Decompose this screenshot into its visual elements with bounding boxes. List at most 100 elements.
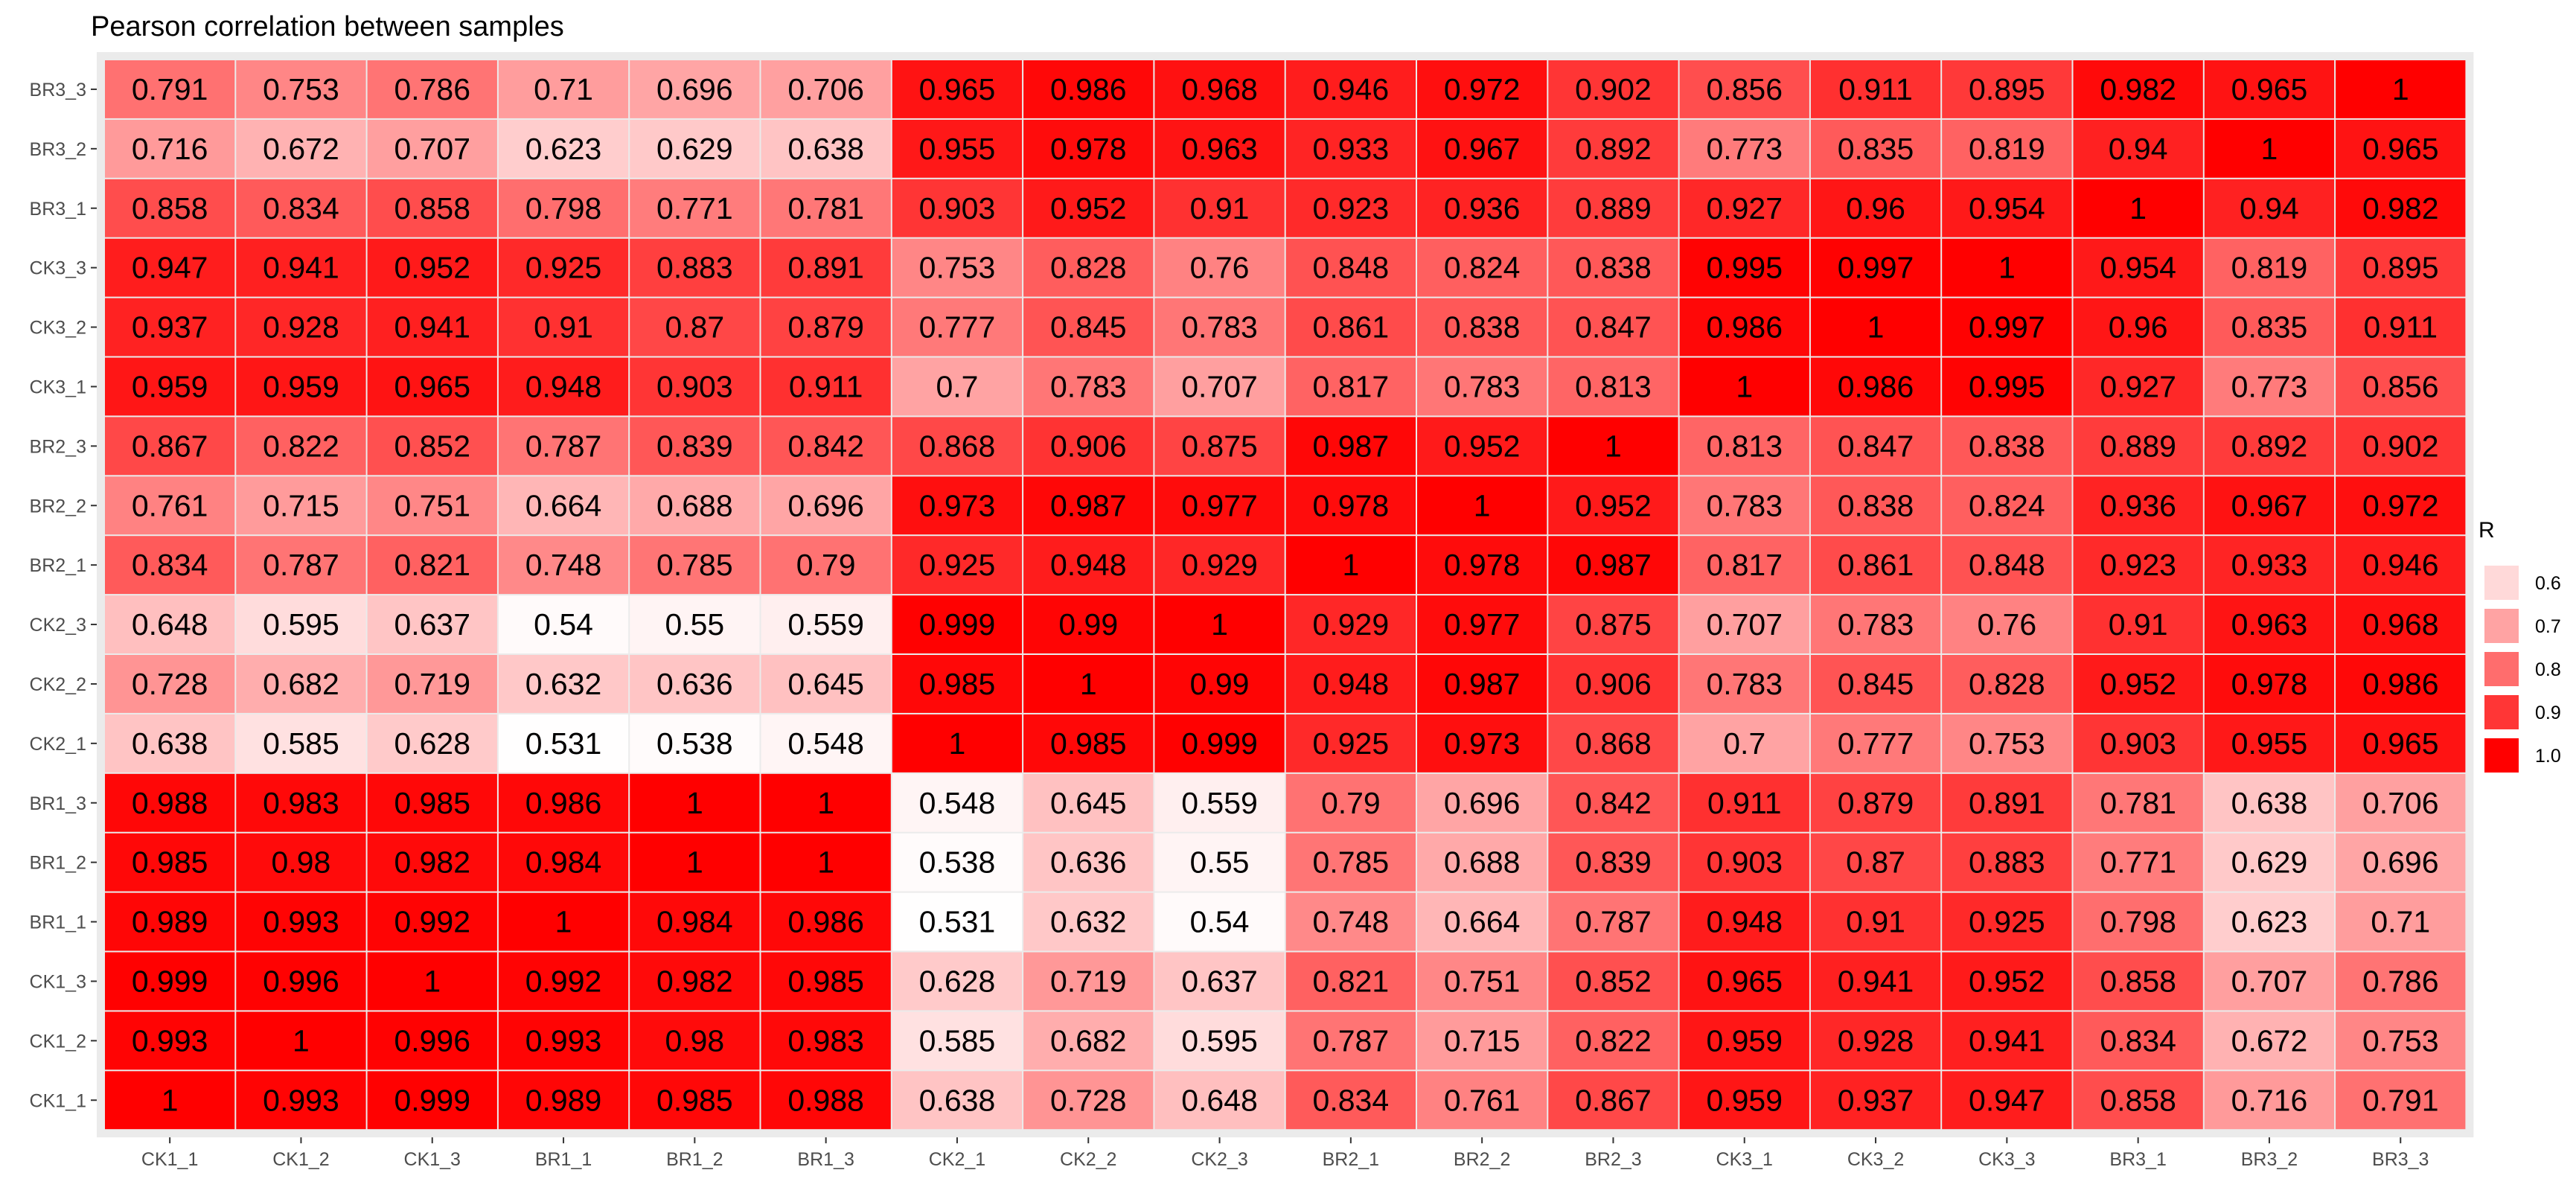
heatmap-cell bbox=[1679, 417, 1809, 476]
heatmap-cell bbox=[761, 833, 891, 892]
heatmap-cell bbox=[2204, 773, 2335, 832]
heatmap-cell bbox=[2073, 952, 2203, 1011]
cell-value-label: 0.696 bbox=[1444, 786, 1521, 820]
heatmap-cell bbox=[2336, 536, 2466, 595]
cell-value-label: 0.834 bbox=[132, 548, 208, 582]
heatmap-cell bbox=[1548, 655, 1678, 713]
cell-value-label: 0.629 bbox=[656, 132, 733, 166]
cell-value-label: 0.993 bbox=[525, 1023, 602, 1058]
heatmap-cell bbox=[105, 773, 235, 832]
heatmap-cell bbox=[1417, 655, 1547, 713]
cell-value-label: 0.682 bbox=[1050, 1023, 1127, 1058]
cell-value-label: 0.972 bbox=[2362, 488, 2439, 522]
cell-value-label: 1 bbox=[555, 905, 572, 939]
heatmap-cell bbox=[1154, 1011, 1285, 1070]
cell-value-label: 0.984 bbox=[525, 845, 602, 880]
cell-value-label: 0.927 bbox=[2100, 369, 2176, 403]
cell-value-label: 0.771 bbox=[2100, 845, 2176, 880]
y-tick-label: CK2_1 bbox=[30, 734, 86, 755]
heatmap-cell bbox=[1417, 60, 1547, 118]
cell-value-label: 0.982 bbox=[2100, 72, 2176, 106]
heatmap-cell bbox=[1942, 773, 2072, 832]
heatmap-cell bbox=[1285, 119, 1416, 178]
cell-value-label: 0.748 bbox=[525, 548, 602, 582]
heatmap-cell bbox=[1679, 952, 1809, 1011]
heatmap-cell bbox=[1285, 60, 1416, 118]
heatmap-cell bbox=[761, 298, 891, 356]
cell-value-label: 0.906 bbox=[1575, 667, 1652, 701]
cell-value-label: 0.987 bbox=[1313, 429, 1390, 463]
cell-value-label: 0.7 bbox=[936, 369, 978, 403]
cell-value-label: 0.91 bbox=[1190, 191, 1250, 226]
heatmap-cell bbox=[498, 833, 629, 892]
cell-value-label: 0.925 bbox=[1969, 905, 2045, 939]
heatmap-cell bbox=[1810, 655, 1941, 713]
heatmap-cell bbox=[1548, 714, 1678, 773]
heatmap-cell bbox=[1548, 952, 1678, 1011]
heatmap-cell bbox=[367, 60, 497, 118]
heatmap-cell bbox=[1942, 595, 2072, 653]
cell-value-label: 0.892 bbox=[1575, 132, 1652, 166]
cell-value-label: 0.875 bbox=[1575, 607, 1652, 642]
heatmap-cell bbox=[1548, 357, 1678, 416]
heatmap-cell bbox=[1548, 1071, 1678, 1130]
heatmap-cell bbox=[1679, 1071, 1809, 1130]
heatmap-cell bbox=[892, 60, 1023, 118]
cell-value-label: 0.923 bbox=[1313, 191, 1390, 226]
heatmap-cell bbox=[630, 714, 760, 773]
cell-value-label: 0.982 bbox=[2362, 191, 2439, 226]
cell-value-label: 0.982 bbox=[656, 964, 733, 998]
cell-value-label: 0.748 bbox=[1313, 905, 1390, 939]
heatmap-cell bbox=[1942, 952, 2072, 1011]
heatmap-cell bbox=[1154, 773, 1285, 832]
cell-value-label: 0.928 bbox=[263, 310, 339, 345]
heatmap-cell bbox=[1942, 298, 2072, 356]
heatmap-cell bbox=[2204, 119, 2335, 178]
heatmap-cell bbox=[367, 119, 497, 178]
cell-value-label: 0.716 bbox=[2231, 1083, 2308, 1117]
cell-value-label: 0.834 bbox=[2100, 1023, 2176, 1058]
cell-value-label: 1 bbox=[949, 726, 966, 761]
cell-value-label: 0.728 bbox=[132, 667, 208, 701]
cell-value-label: 0.952 bbox=[1050, 191, 1127, 226]
legend-swatch bbox=[2484, 609, 2519, 643]
heatmap-cell bbox=[761, 238, 891, 297]
heatmap-cell bbox=[1285, 595, 1416, 653]
cell-value-label: 0.719 bbox=[1050, 964, 1127, 998]
cell-value-label: 0.852 bbox=[1575, 964, 1652, 998]
cell-value-label: 0.696 bbox=[2362, 845, 2439, 880]
cell-value-label: 0.595 bbox=[1181, 1023, 1258, 1058]
cell-value-label: 0.852 bbox=[394, 429, 470, 463]
cell-value-label: 0.785 bbox=[1313, 845, 1390, 880]
cell-value-label: 0.965 bbox=[2231, 72, 2308, 106]
heatmap-cell bbox=[2204, 714, 2335, 773]
heatmap-cell bbox=[1417, 119, 1547, 178]
heatmap-cell bbox=[1548, 476, 1678, 535]
heatmap-cell bbox=[1154, 179, 1285, 237]
y-tick-label: BR3_1 bbox=[30, 199, 86, 220]
heatmap-cell bbox=[2073, 833, 2203, 892]
cell-value-label: 0.76 bbox=[1190, 251, 1250, 285]
heatmap-cell bbox=[761, 1011, 891, 1070]
heatmap-cell bbox=[1417, 773, 1547, 832]
cell-value-label: 0.999 bbox=[132, 964, 208, 998]
cell-value-label: 0.995 bbox=[1706, 251, 1783, 285]
cell-value-label: 1 bbox=[2129, 191, 2147, 226]
heatmap-cell bbox=[2336, 1071, 2466, 1130]
heatmap-cell bbox=[105, 119, 235, 178]
cell-value-label: 0.638 bbox=[919, 1083, 996, 1117]
heatmap-cell bbox=[630, 892, 760, 951]
y-tick-label: BR1_1 bbox=[30, 912, 86, 933]
heatmap-cell bbox=[1548, 417, 1678, 476]
y-tick-label: CK2_3 bbox=[30, 615, 86, 636]
heatmap-cell bbox=[1548, 60, 1678, 118]
heatmap-cell bbox=[105, 357, 235, 416]
heatmap-cell bbox=[1810, 417, 1941, 476]
x-tick-label: CK3_2 bbox=[1847, 1149, 1904, 1170]
cell-value-label: 0.91 bbox=[2109, 607, 2168, 642]
cell-value-label: 0.903 bbox=[919, 191, 996, 226]
color-legend: R 0.6 0.7 0.8 0.9 1.0 bbox=[2478, 518, 2561, 773]
cell-value-label: 0.891 bbox=[787, 251, 864, 285]
heatmap-cell bbox=[236, 833, 366, 892]
heatmap-cell bbox=[2073, 536, 2203, 595]
